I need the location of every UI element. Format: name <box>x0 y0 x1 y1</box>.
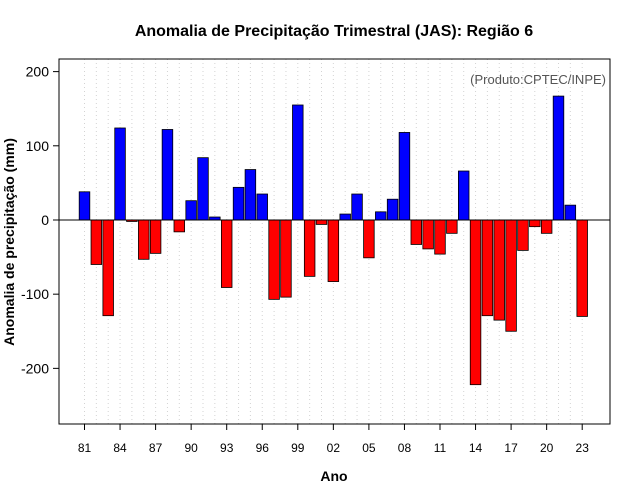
x-tick-label: 99 <box>291 441 305 455</box>
plot-frame <box>58 58 611 425</box>
bar-2007 <box>386 198 399 221</box>
x-tick-label: 20 <box>540 441 554 455</box>
bar-2016 <box>493 219 505 321</box>
bar-1989 <box>173 219 186 233</box>
bar-1988 <box>161 129 174 221</box>
bar-2017 <box>505 219 517 332</box>
x-tick-label: 14 <box>469 441 483 455</box>
x-tick-label: 87 <box>149 441 163 455</box>
y-axis-title: Anomalia de precipitação (mm) <box>1 138 17 346</box>
bar-2006 <box>375 211 387 221</box>
bar-2021 <box>552 95 565 221</box>
bar-2004 <box>351 193 363 221</box>
bar-2023 <box>576 219 588 317</box>
x-tick-label: 08 <box>398 441 412 455</box>
bar-2013 <box>457 170 470 221</box>
bar-2010 <box>422 219 434 250</box>
bar-1998 <box>280 219 292 298</box>
bar-2005 <box>363 219 375 259</box>
source-annotation: (Produto:CPTEC/INPE) <box>470 72 606 87</box>
bar-2009 <box>410 219 423 245</box>
bar-2019 <box>529 219 541 228</box>
grid-lines <box>84 59 583 424</box>
bar-1987 <box>149 219 162 254</box>
bar-1990 <box>185 200 197 221</box>
bar-2020 <box>540 219 553 234</box>
bar-1986 <box>138 219 150 260</box>
bar-2022 <box>564 204 577 221</box>
y-tick-label: -100 <box>21 286 49 302</box>
y-axis: -200 -100 0 100 200 <box>21 64 59 376</box>
x-tick-label: 93 <box>220 441 234 455</box>
bar-1995 <box>244 169 257 221</box>
bar-1981 <box>78 191 91 221</box>
bar-1996 <box>256 193 268 221</box>
bar-2008 <box>398 132 411 221</box>
bar-1994 <box>232 186 245 221</box>
x-tick-label: 81 <box>78 441 92 455</box>
x-tick-label: 02 <box>327 441 341 455</box>
y-tick-label: 200 <box>26 64 50 80</box>
y-tick-label: 100 <box>26 138 50 154</box>
x-tick-label: 90 <box>184 441 198 455</box>
bar-2014 <box>469 219 482 386</box>
bar-1997 <box>268 219 280 300</box>
x-tick-label: 23 <box>576 441 590 455</box>
bar-2012 <box>446 219 458 234</box>
bar-1983 <box>102 219 114 317</box>
bar-2000 <box>303 219 316 277</box>
bar-1984 <box>114 127 126 221</box>
bar-1999 <box>292 104 304 221</box>
x-tick-label: 84 <box>113 441 127 455</box>
x-axis-title: Ano <box>320 468 347 484</box>
x-axis: 81 84 87 90 93 96 99 02 05 08 11 14 17 20 23 <box>78 424 589 455</box>
bar-2001 <box>315 219 328 225</box>
bar-2018 <box>517 219 529 251</box>
bar-2015 <box>481 219 494 317</box>
x-tick-label: 96 <box>256 441 270 455</box>
y-tick-label: 0 <box>41 212 49 228</box>
x-tick-label: 11 <box>434 441 447 455</box>
y-tick-label: -200 <box>21 360 49 376</box>
x-tick-label: 05 <box>362 441 376 455</box>
bar-1991 <box>197 157 209 221</box>
x-tick-label: 17 <box>504 441 518 455</box>
chart-title: Anomalia de Precipitação Trimestral (JAS… <box>135 23 533 40</box>
bars <box>78 95 588 386</box>
bar-2003 <box>339 213 351 221</box>
bar-1982 <box>90 219 103 265</box>
bar-1993 <box>220 219 233 288</box>
bar-2002 <box>327 219 340 282</box>
bar-2011 <box>434 219 446 255</box>
